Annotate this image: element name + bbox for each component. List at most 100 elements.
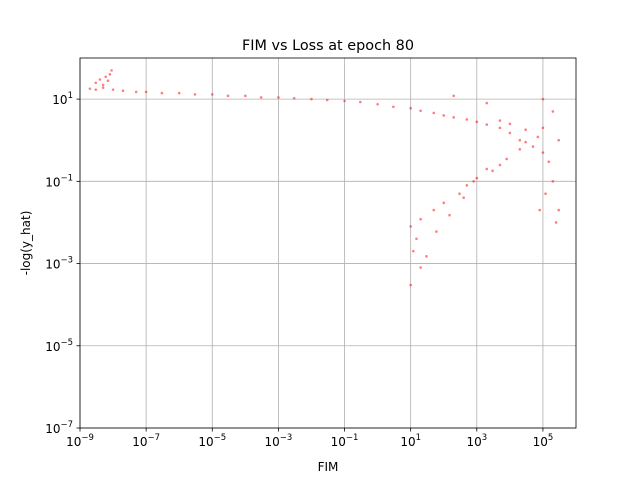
data-point <box>498 163 502 167</box>
data-point <box>108 73 112 76</box>
data-point <box>536 135 540 139</box>
data-point <box>475 120 479 124</box>
data-point <box>98 78 102 81</box>
data-point <box>448 213 451 217</box>
data-point <box>508 131 512 135</box>
data-point <box>419 217 422 221</box>
data-point <box>524 128 527 132</box>
data-point <box>277 96 280 99</box>
data-point <box>544 192 547 196</box>
data-point <box>419 266 422 269</box>
data-point <box>485 123 489 126</box>
x-tick-label: 10−7 <box>132 433 160 449</box>
data-point <box>475 176 479 180</box>
data-point <box>111 88 115 91</box>
data-point <box>551 180 555 183</box>
y-tick-label: 101 <box>52 91 73 107</box>
data-point <box>465 184 469 187</box>
data-point <box>505 157 508 161</box>
data-point <box>226 94 230 98</box>
data-point <box>210 93 214 96</box>
data-point <box>432 208 436 212</box>
data-point <box>343 99 346 103</box>
data-point <box>491 169 494 173</box>
data-point <box>432 111 436 115</box>
data-point <box>442 201 446 205</box>
data-point <box>101 83 105 87</box>
x-tick-label: 10−1 <box>331 433 359 449</box>
x-tick-label: 105 <box>533 433 554 449</box>
data-point <box>94 81 98 85</box>
data-point <box>88 87 92 90</box>
data-point <box>325 98 329 102</box>
data-point <box>310 97 313 101</box>
chart-title: FIM vs Loss at epoch 80 <box>242 38 414 54</box>
data-point <box>419 109 422 113</box>
data-point <box>557 208 561 212</box>
y-tick-label: 10−5 <box>45 338 73 354</box>
data-point <box>106 79 110 83</box>
scatter-points <box>88 69 561 287</box>
data-point <box>452 116 455 119</box>
data-point <box>472 180 475 183</box>
data-point <box>452 94 455 98</box>
x-tick-label: 10−9 <box>66 433 94 449</box>
data-point <box>104 75 108 79</box>
data-point <box>292 96 296 100</box>
data-point <box>411 249 415 253</box>
data-point <box>94 88 98 91</box>
data-point <box>557 138 561 142</box>
data-point <box>177 91 181 95</box>
data-point <box>524 140 527 144</box>
data-point <box>485 167 489 171</box>
data-point <box>244 94 247 98</box>
data-point <box>110 69 113 72</box>
data-point <box>554 221 558 224</box>
data-point <box>144 90 148 94</box>
data-point <box>518 138 522 142</box>
data-point <box>134 90 138 94</box>
y-tick-label: 10−7 <box>45 420 73 436</box>
data-point <box>442 114 446 117</box>
data-point <box>531 145 535 148</box>
data-point <box>409 283 412 287</box>
data-point <box>121 89 125 93</box>
data-point <box>409 225 412 228</box>
data-point <box>415 237 418 241</box>
data-point <box>462 196 465 199</box>
x-axis-ticks: 10−9 10−7 10−5 10−3 10−1 101 103 105 <box>66 428 553 449</box>
x-tick-label: 101 <box>400 433 421 449</box>
data-point <box>498 126 502 130</box>
data-point <box>359 100 362 104</box>
y-tick-label: 10−1 <box>45 173 73 189</box>
data-point <box>376 102 379 106</box>
data-point <box>541 97 545 101</box>
data-point <box>538 208 542 212</box>
y-axis-ticks: 101 10−1 10−3 10−5 10−7 <box>45 91 80 436</box>
x-tick-label: 10−5 <box>198 433 226 449</box>
data-point <box>425 255 428 258</box>
data-point <box>435 230 438 233</box>
x-tick-label: 103 <box>466 433 487 449</box>
data-point <box>508 122 512 126</box>
data-point <box>465 118 469 121</box>
y-tick-label: 10−3 <box>45 256 73 272</box>
data-point <box>160 91 164 95</box>
data-point <box>551 110 555 113</box>
data-point <box>485 101 489 105</box>
x-tick-label: 10−3 <box>264 433 292 449</box>
data-point <box>101 86 105 89</box>
y-axis-label: -log(y_hat) <box>19 211 33 276</box>
plot-frame <box>79 57 577 429</box>
data-point <box>409 106 412 110</box>
data-point <box>541 126 545 130</box>
data-point <box>541 151 545 154</box>
data-point <box>193 93 197 96</box>
data-point <box>392 105 395 109</box>
x-axis-label: FIM <box>318 460 339 474</box>
data-point <box>259 96 263 99</box>
data-point <box>547 160 551 164</box>
data-point <box>498 119 502 122</box>
